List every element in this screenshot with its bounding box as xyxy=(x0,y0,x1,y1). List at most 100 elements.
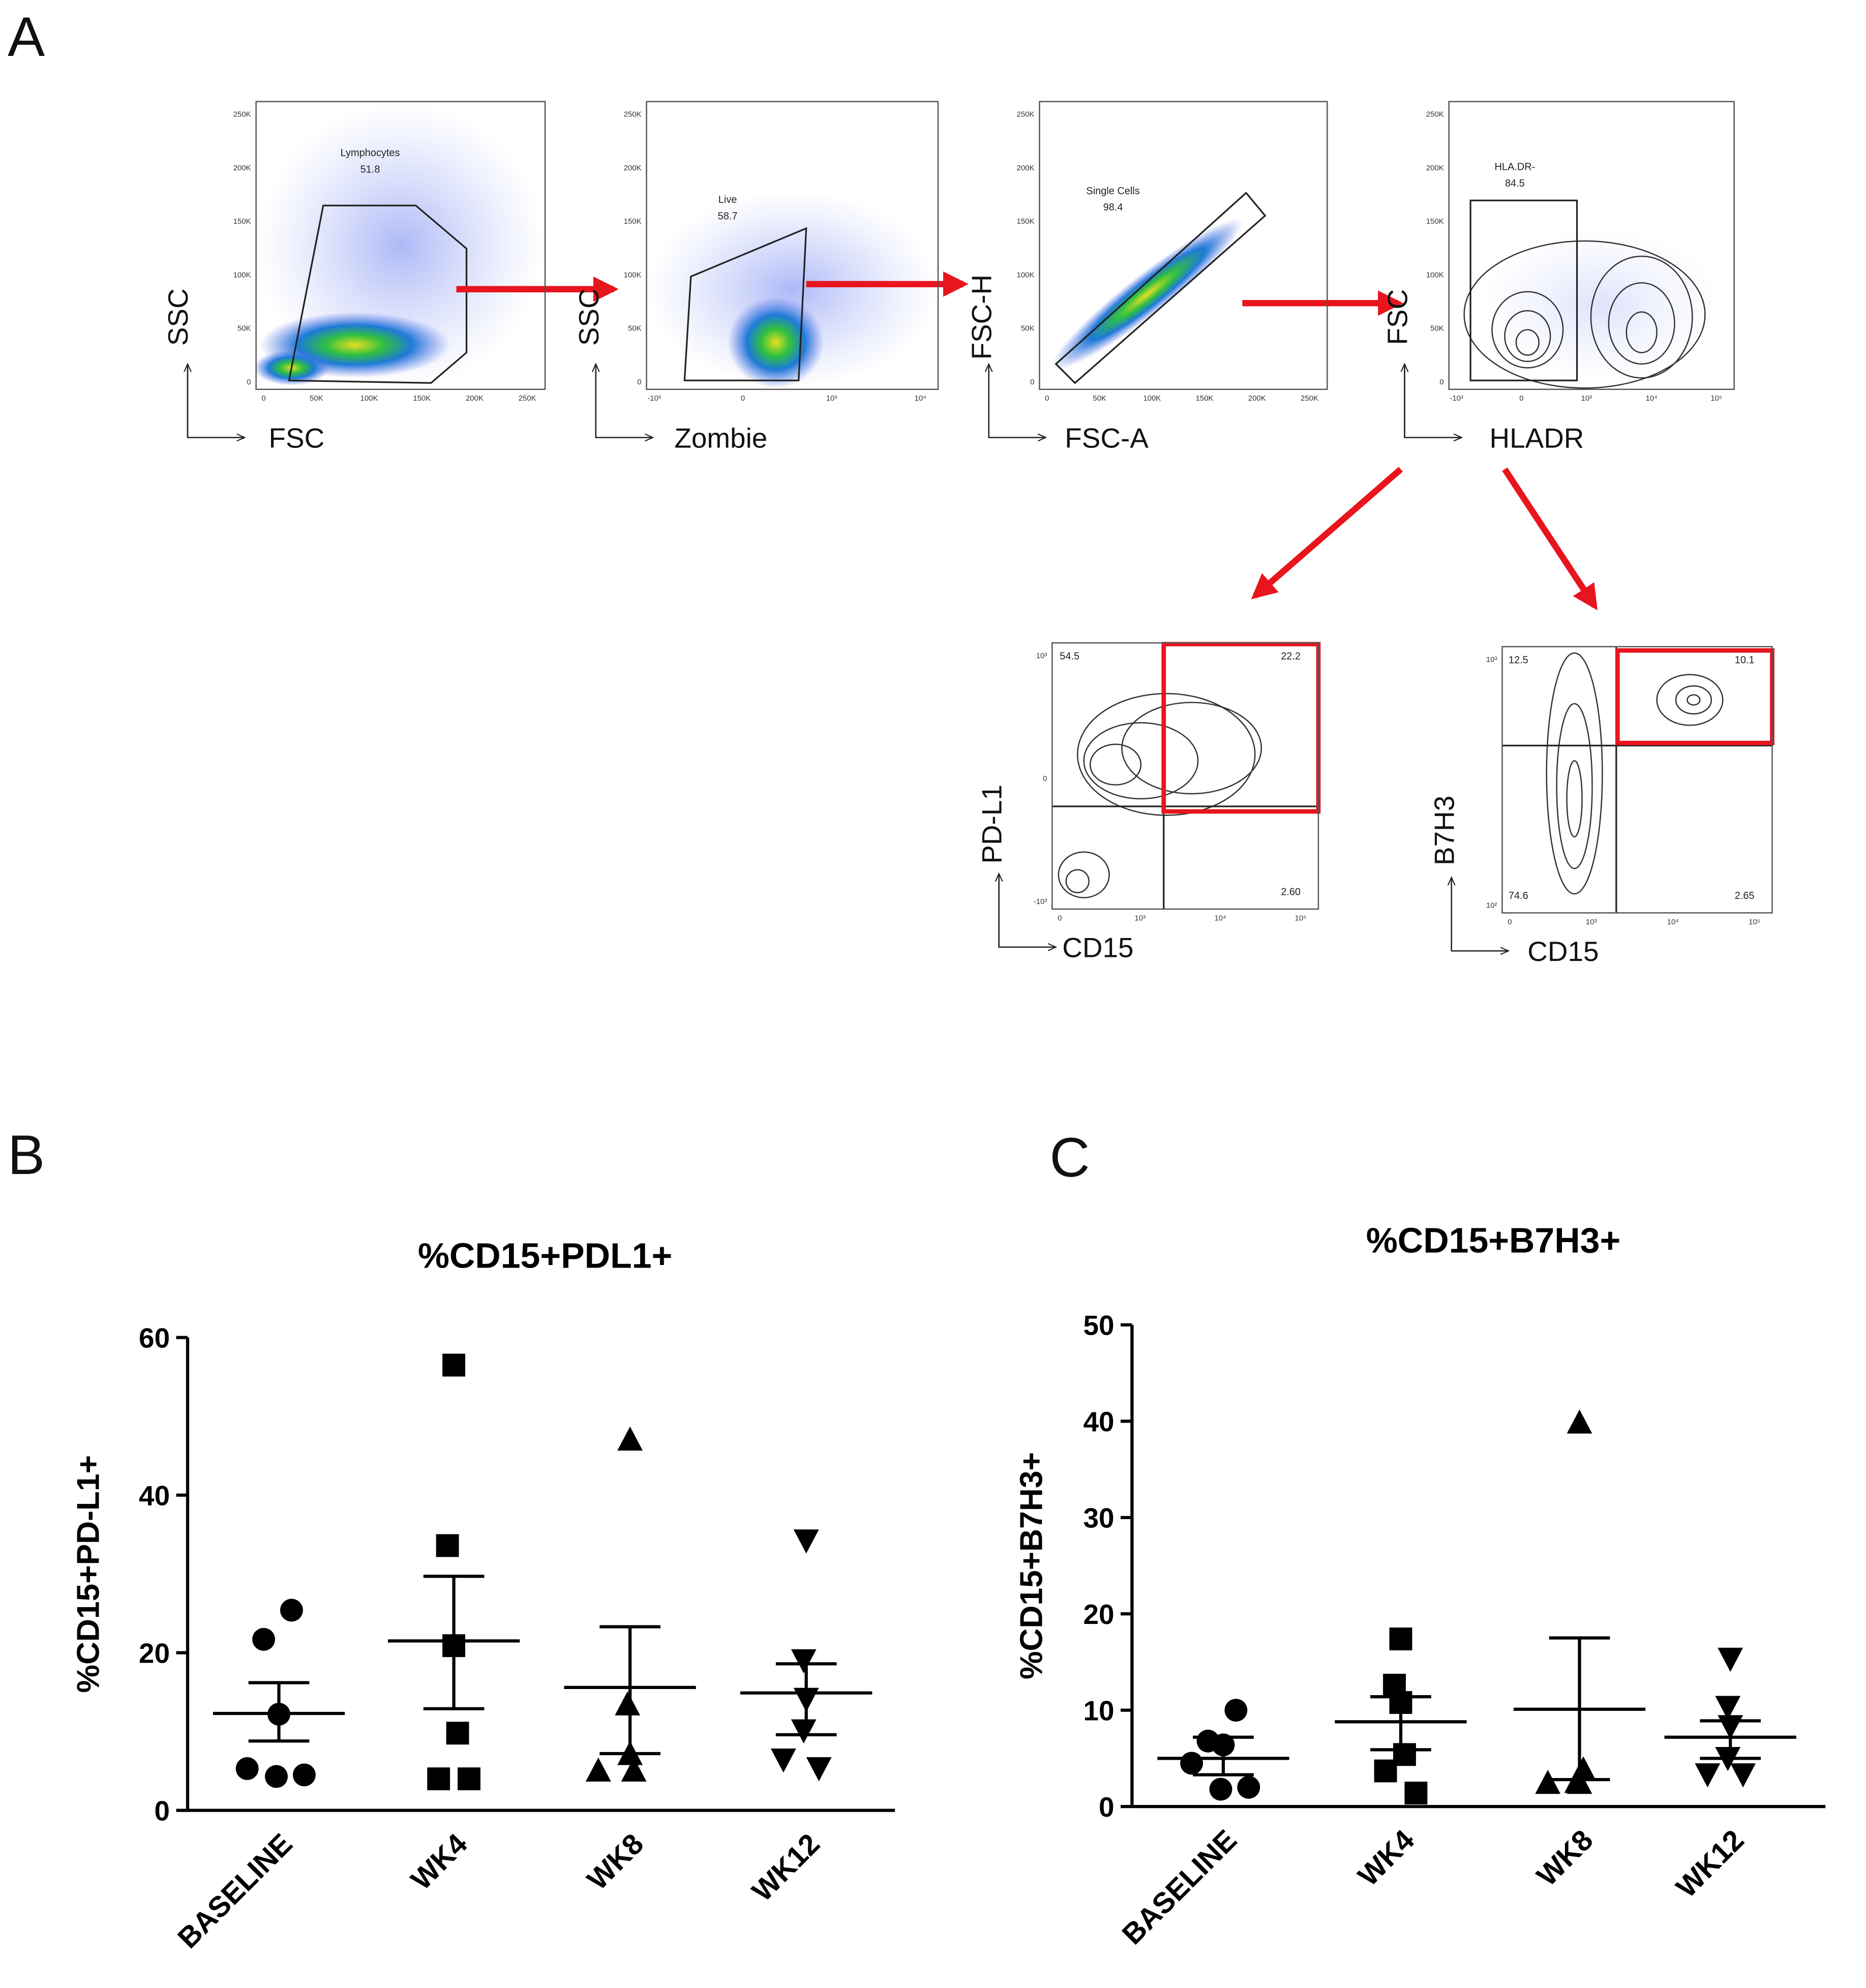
quadrant-value: 12.5 xyxy=(1509,654,1528,666)
plot-frame xyxy=(1051,642,1319,910)
x-axis-label: CD15 xyxy=(1062,932,1133,963)
x-tick-label: 200K xyxy=(1248,394,1266,403)
x-tick-label: BASELINE xyxy=(171,1827,298,1954)
data-point xyxy=(615,1691,641,1715)
y-tick-label: 30 xyxy=(1084,1502,1115,1534)
y-tick-label: 250K xyxy=(233,110,251,119)
selected-gates xyxy=(1161,642,1774,814)
x-tick-label: 200K xyxy=(466,394,484,403)
data-point xyxy=(446,1722,469,1745)
y-tick-label: 40 xyxy=(1084,1406,1115,1437)
data-point xyxy=(1718,1647,1743,1672)
axis-arrow xyxy=(1451,881,1509,951)
panel-label: C xyxy=(1049,1127,1090,1189)
x-tick-label: 150K xyxy=(1196,394,1214,403)
y-tick-label: 150K xyxy=(624,217,642,226)
y-tick-label: 100K xyxy=(1017,270,1035,279)
x-tick-label: 250K xyxy=(519,394,536,403)
y-tick-label: 0 xyxy=(1030,378,1034,386)
y-tick-label: 10 xyxy=(1084,1695,1115,1727)
y-axis-label: PD-L1 xyxy=(976,785,1008,863)
x-tick-label: 0 xyxy=(1508,918,1512,926)
y-tick-label: 50K xyxy=(1430,324,1444,333)
y-tick-label: 250K xyxy=(624,110,642,119)
data-point xyxy=(617,1426,643,1451)
y-tick-label: 200K xyxy=(1426,164,1444,172)
y-tick-label: 100K xyxy=(1426,270,1444,279)
quadrant-value: 2.60 xyxy=(1281,887,1301,898)
x-tick-label: -10³ xyxy=(1450,394,1463,403)
x-tick-label: 10³ xyxy=(1581,394,1592,403)
data-point xyxy=(585,1757,611,1782)
data-point xyxy=(1374,1759,1397,1783)
plot-frame xyxy=(1448,101,1735,390)
y-tick-label: 0 xyxy=(247,378,251,386)
y-tick-label: 60 xyxy=(139,1322,170,1354)
x-tick-label: WK4 xyxy=(405,1827,473,1896)
gate-value: 58.7 xyxy=(718,211,738,222)
x-tick-label: 0 xyxy=(1519,394,1523,403)
data-point xyxy=(806,1757,832,1782)
plot-frame xyxy=(646,101,939,390)
data-point xyxy=(1224,1699,1248,1722)
y-axis-label: SSC xyxy=(573,288,605,346)
quadrant-value: 2.65 xyxy=(1735,890,1755,901)
x-tick-label: 10³ xyxy=(826,394,837,403)
y-axis-label: FSC-H xyxy=(966,275,998,360)
data-point xyxy=(292,1763,316,1787)
x-tick-label: 100K xyxy=(360,394,378,403)
x-tick-label: BASELINE xyxy=(1116,1824,1243,1951)
x-tick-label: 10⁴ xyxy=(1667,918,1679,926)
x-tick-label: 50K xyxy=(310,394,323,403)
x-tick-label: 10⁵ xyxy=(1710,394,1722,403)
axis-arrow xyxy=(998,877,1056,947)
y-tick-label: 20 xyxy=(139,1638,170,1669)
y-tick-label: 100K xyxy=(233,270,251,279)
y-tick-label: 10² xyxy=(1486,901,1497,910)
x-tick-label: 10⁴ xyxy=(1215,914,1226,922)
y-tick-label: 50K xyxy=(628,324,642,333)
x-axis-label: CD15 xyxy=(1527,936,1599,967)
y-tick-label: 10³ xyxy=(1486,655,1497,664)
quadrant-value: 10.1 xyxy=(1735,654,1755,666)
data-point xyxy=(621,1757,647,1782)
axis-arrow xyxy=(187,368,245,437)
x-axis-label: FSC xyxy=(269,422,325,454)
data-point xyxy=(442,1353,466,1377)
gate-label: Lymphocytes xyxy=(341,147,400,159)
y-tick-label: 150K xyxy=(233,217,251,226)
y-tick-label: 50K xyxy=(237,324,251,333)
data-point xyxy=(252,1628,276,1651)
x-tick-label: 10³ xyxy=(1134,914,1146,922)
flow-arrows xyxy=(456,271,1598,611)
quadrant-value: 22.2 xyxy=(1281,651,1301,662)
data-point xyxy=(280,1599,303,1622)
y-tick-label: 0 xyxy=(1043,774,1047,783)
axis-arrow xyxy=(988,368,1046,437)
x-axis-label: Zombie xyxy=(674,422,767,454)
chart-title: %CD15+PDL1+ xyxy=(418,1236,672,1276)
x-tick-label: WK4 xyxy=(1352,1824,1421,1892)
x-tick-label: WK12 xyxy=(1670,1824,1750,1904)
data-point xyxy=(235,1757,259,1780)
chart-title: %CD15+B7H3+ xyxy=(1366,1221,1620,1260)
x-tick-label: 100K xyxy=(1143,394,1161,403)
y-tick-label: 0 xyxy=(637,378,641,386)
x-tick-label: 0 xyxy=(261,394,265,403)
data-point xyxy=(791,1649,817,1674)
data-point xyxy=(1404,1782,1428,1805)
y-tick-label: 0 xyxy=(1099,1791,1115,1823)
plot-frame xyxy=(1501,646,1773,914)
x-tick-label: 10³ xyxy=(1586,918,1597,926)
x-tick-label: 10⁵ xyxy=(1749,918,1760,926)
x-tick-label: 10⁴ xyxy=(915,394,926,403)
y-axis-label: %CD15+B7H3+ xyxy=(1014,1452,1049,1679)
gate-value: 51.8 xyxy=(360,164,380,175)
data-point xyxy=(458,1767,480,1791)
y-tick-label: 50 xyxy=(1084,1310,1115,1341)
x-tick-label: 250K xyxy=(1301,394,1318,403)
data-point xyxy=(1695,1763,1721,1788)
axis-arrow xyxy=(595,368,653,437)
y-tick-label: 200K xyxy=(624,164,642,172)
y-tick-label: 10³ xyxy=(1036,651,1047,660)
